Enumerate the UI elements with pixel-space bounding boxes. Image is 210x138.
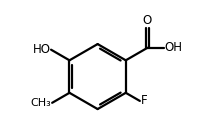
Text: CH₃: CH₃ [31,98,51,108]
Text: F: F [140,94,147,108]
Text: O: O [143,14,152,27]
Text: OH: OH [164,41,182,54]
Text: HO: HO [33,43,50,56]
